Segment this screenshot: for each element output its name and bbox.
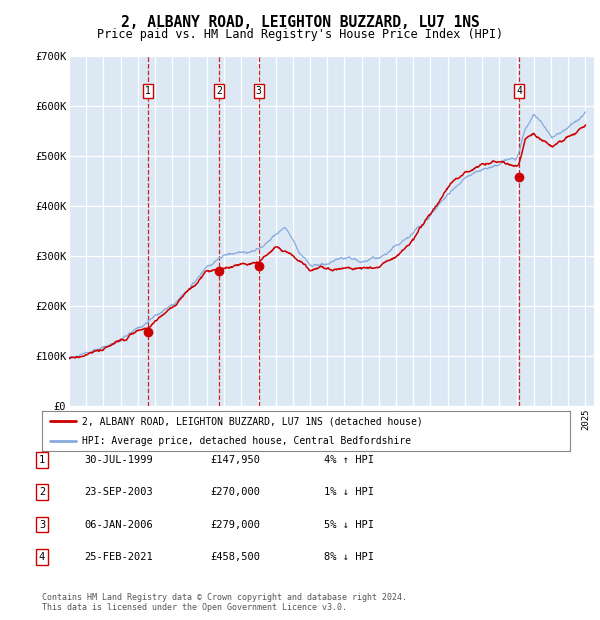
Text: HPI: Average price, detached house, Central Bedfordshire: HPI: Average price, detached house, Cent… [82, 436, 410, 446]
Text: 3: 3 [256, 86, 262, 96]
Text: 4: 4 [39, 552, 45, 562]
Text: 2: 2 [39, 487, 45, 497]
Text: Price paid vs. HM Land Registry's House Price Index (HPI): Price paid vs. HM Land Registry's House … [97, 28, 503, 40]
Text: 2, ALBANY ROAD, LEIGHTON BUZZARD, LU7 1NS (detached house): 2, ALBANY ROAD, LEIGHTON BUZZARD, LU7 1N… [82, 416, 422, 426]
Text: 2: 2 [217, 86, 222, 96]
Text: 25-FEB-2021: 25-FEB-2021 [84, 552, 153, 562]
Text: 4: 4 [516, 86, 522, 96]
Text: £147,950: £147,950 [210, 455, 260, 465]
Text: £458,500: £458,500 [210, 552, 260, 562]
Text: 1: 1 [145, 86, 151, 96]
Text: £270,000: £270,000 [210, 487, 260, 497]
Text: £279,000: £279,000 [210, 520, 260, 529]
Text: 1% ↓ HPI: 1% ↓ HPI [324, 487, 374, 497]
Text: 23-SEP-2003: 23-SEP-2003 [84, 487, 153, 497]
Text: 4% ↑ HPI: 4% ↑ HPI [324, 455, 374, 465]
Text: 06-JAN-2006: 06-JAN-2006 [84, 520, 153, 529]
Text: 3: 3 [39, 520, 45, 529]
Text: Contains HM Land Registry data © Crown copyright and database right 2024.
This d: Contains HM Land Registry data © Crown c… [42, 593, 407, 612]
Text: 2, ALBANY ROAD, LEIGHTON BUZZARD, LU7 1NS: 2, ALBANY ROAD, LEIGHTON BUZZARD, LU7 1N… [121, 16, 479, 30]
Text: 30-JUL-1999: 30-JUL-1999 [84, 455, 153, 465]
Text: 8% ↓ HPI: 8% ↓ HPI [324, 552, 374, 562]
Text: 5% ↓ HPI: 5% ↓ HPI [324, 520, 374, 529]
Text: 1: 1 [39, 455, 45, 465]
